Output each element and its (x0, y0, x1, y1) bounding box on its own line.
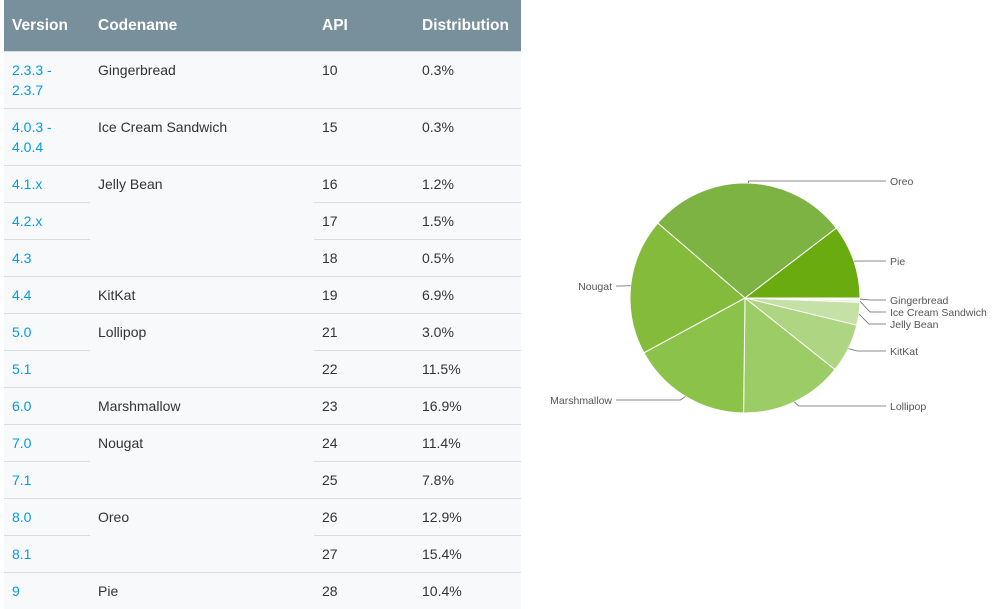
version-link[interactable]: 8.1 (4, 536, 90, 573)
distribution-cell: 0.5% (414, 240, 521, 277)
codename-cell: Pie (90, 573, 314, 609)
version-link[interactable]: 4.4 (4, 277, 90, 314)
codename-cell: Nougat (90, 425, 314, 499)
pie-label-nougat: Nougat (578, 281, 612, 293)
codename-cell: Lollipop (90, 314, 314, 388)
table-header-row: Version Codename API Distribution (4, 0, 521, 52)
header-api: API (314, 0, 414, 52)
codename-cell: Oreo (90, 499, 314, 573)
codename-cell: Gingerbread (90, 52, 314, 109)
api-cell: 25 (314, 462, 414, 499)
distribution-cell: 15.4% (414, 536, 521, 573)
pie-leader-line (794, 402, 886, 406)
distribution-cell: 7.8% (414, 462, 521, 499)
pie-label-ice-cream-sandwich: Ice Cream Sandwich (890, 307, 987, 319)
version-link[interactable]: 7.0 (4, 425, 90, 462)
api-cell: 17 (314, 203, 414, 240)
distribution-cell: 16.9% (414, 388, 521, 425)
version-link[interactable]: 5.1 (4, 351, 90, 388)
header-version: Version (4, 0, 90, 52)
pie-label-kitkat: KitKat (890, 346, 918, 358)
api-cell: 21 (314, 314, 414, 351)
distribution-cell: 1.2% (414, 166, 521, 203)
codename-cell: KitKat (90, 277, 314, 314)
codename-cell: Marshmallow (90, 388, 314, 425)
distribution-cell: 1.5% (414, 203, 521, 240)
api-cell: 27 (314, 536, 414, 573)
distribution-cell: 11.4% (414, 425, 521, 462)
version-link[interactable]: 7.1 (4, 462, 90, 499)
pie-leader-line (748, 181, 886, 183)
pie-leader-line (848, 349, 886, 351)
header-distribution: Distribution (414, 0, 521, 52)
distribution-cell: 0.3% (414, 109, 521, 166)
pie-label-jelly-bean: Jelly Bean (890, 319, 939, 331)
pie-label-lollipop: Lollipop (890, 401, 926, 413)
pie-leader-line (616, 396, 686, 400)
pie-label-pie: Pie (890, 256, 905, 268)
pie-label-oreo: Oreo (890, 176, 914, 188)
codename-cell: Ice Cream Sandwich (90, 109, 314, 166)
pie-leader-line (860, 299, 886, 300)
api-cell: 19 (314, 277, 414, 314)
api-cell: 28 (314, 573, 414, 609)
codename-cell: Jelly Bean (90, 166, 314, 277)
api-cell: 24 (314, 425, 414, 462)
version-link[interactable]: 6.0 (4, 388, 90, 425)
version-link[interactable]: 9 (4, 573, 90, 609)
api-cell: 10 (314, 52, 414, 109)
distribution-cell: 0.3% (414, 52, 521, 109)
distribution-cell: 6.9% (414, 277, 521, 314)
pie-label-gingerbread: Gingerbread (890, 295, 949, 307)
distribution-cell: 12.9% (414, 499, 521, 536)
distribution-table: Version Codename API Distribution 2.3.3 … (4, 0, 521, 609)
version-link[interactable]: 4.3 (4, 240, 90, 277)
version-link[interactable]: 2.3.3 - 2.3.7 (4, 52, 90, 109)
api-cell: 18 (314, 240, 414, 277)
api-cell: 26 (314, 499, 414, 536)
api-cell: 16 (314, 166, 414, 203)
version-link[interactable]: 4.0.3 - 4.0.4 (4, 109, 90, 166)
pie-label-marshmallow: Marshmallow (550, 395, 612, 407)
version-link[interactable]: 8.0 (4, 499, 90, 536)
version-link[interactable]: 4.2.x (4, 203, 90, 240)
version-link[interactable]: 4.1.x (4, 166, 90, 203)
distribution-cell: 3.0% (414, 314, 521, 351)
api-cell: 22 (314, 351, 414, 388)
distribution-cell: 10.4% (414, 573, 521, 609)
pie-leader-line (860, 301, 886, 312)
api-cell: 23 (314, 388, 414, 425)
api-cell: 15 (314, 109, 414, 166)
version-link[interactable]: 5.0 (4, 314, 90, 351)
pie-leader-line (859, 314, 886, 324)
distribution-cell: 11.5% (414, 351, 521, 388)
header-codename: Codename (90, 0, 314, 52)
